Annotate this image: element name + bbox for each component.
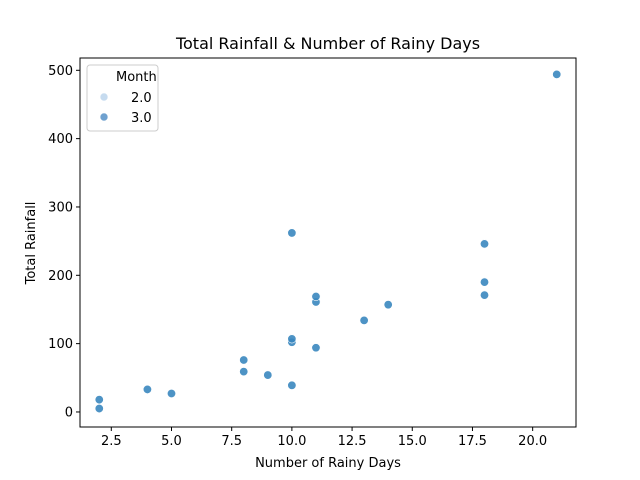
y-tick-label: 100 <box>48 337 73 352</box>
data-point <box>552 69 562 79</box>
x-tick-label: 20.0 <box>518 434 547 449</box>
data-point <box>239 355 249 365</box>
data-point <box>287 228 297 238</box>
y-tick-label: 400 <box>48 132 73 147</box>
x-tick-label: 12.5 <box>338 434 367 449</box>
data-point <box>142 384 152 394</box>
y-tick-label: 0 <box>65 405 73 420</box>
x-tick-label: 5.0 <box>161 434 182 449</box>
legend-marker-2 <box>99 92 109 102</box>
data-point <box>383 300 393 310</box>
data-point <box>311 343 321 353</box>
x-tick-label: 17.5 <box>458 434 487 449</box>
legend: Month 2.0 3.0 <box>86 64 159 132</box>
legend-label-3: 3.0 <box>131 111 152 126</box>
x-tick-label: 2.5 <box>101 434 122 449</box>
y-tick-label: 300 <box>48 200 73 215</box>
data-point <box>166 389 176 399</box>
y-tick-label: 500 <box>48 64 73 79</box>
x-tick-label: 15.0 <box>398 434 427 449</box>
y-axis-label: Total Rainfall <box>24 202 39 286</box>
y-tick-label: 200 <box>48 269 73 284</box>
data-point <box>311 291 321 301</box>
data-point <box>287 334 297 344</box>
x-axis-label: Number of Rainy Days <box>255 456 401 471</box>
y-axis: 0 100 200 300 400 500 <box>48 64 80 420</box>
data-point <box>239 367 249 377</box>
chart-title: Total Rainfall & Number of Rainy Days <box>175 34 480 53</box>
x-axis: 2.5 5.0 7.5 10.0 12.5 15.0 17.5 20.0 <box>101 427 547 449</box>
data-point <box>94 404 104 414</box>
x-tick-label: 7.5 <box>221 434 242 449</box>
data-point <box>480 277 490 287</box>
plot-area <box>79 57 577 428</box>
data-point <box>94 395 104 405</box>
legend-marker-3 <box>99 112 109 122</box>
legend-title: Month <box>116 70 157 85</box>
data-point <box>480 290 490 300</box>
data-point <box>359 315 369 325</box>
x-tick-label: 10.0 <box>277 434 306 449</box>
data-point <box>287 380 297 390</box>
data-points <box>94 69 562 414</box>
data-point <box>480 239 490 249</box>
legend-label-2: 2.0 <box>131 91 152 106</box>
data-point <box>263 370 273 380</box>
